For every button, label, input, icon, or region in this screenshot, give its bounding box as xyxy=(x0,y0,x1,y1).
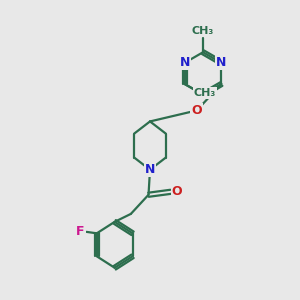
Text: N: N xyxy=(179,56,190,69)
Text: F: F xyxy=(76,225,85,239)
Text: CH₃: CH₃ xyxy=(194,88,216,98)
Text: O: O xyxy=(191,104,202,117)
Text: N: N xyxy=(216,56,226,69)
Text: CH₃: CH₃ xyxy=(192,26,214,36)
Text: N: N xyxy=(145,163,155,176)
Text: O: O xyxy=(172,185,182,198)
